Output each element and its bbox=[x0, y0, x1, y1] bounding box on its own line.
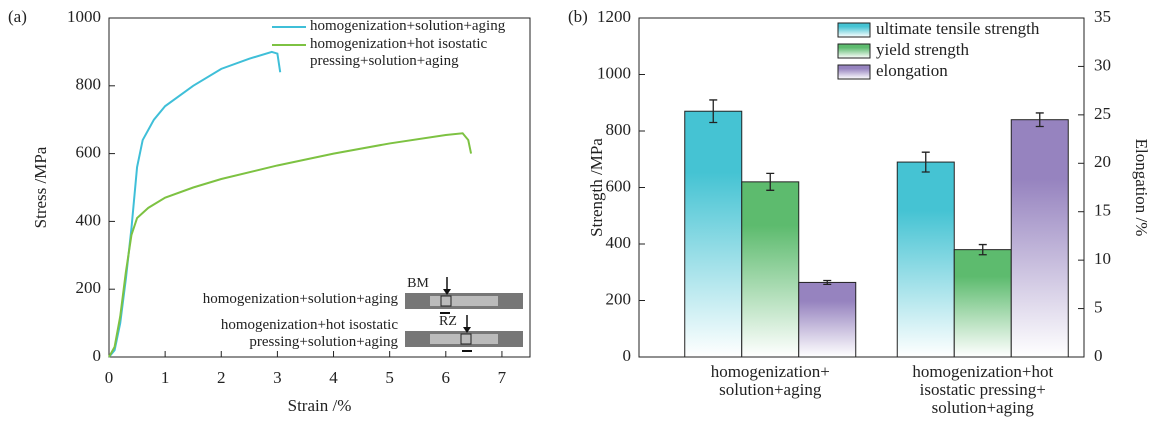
panel-label: (a) bbox=[8, 7, 27, 26]
arrow-head bbox=[443, 289, 451, 295]
y2-tick-label: 20 bbox=[1094, 152, 1111, 171]
error-bar bbox=[978, 243, 987, 256]
y-tick-label: 1000 bbox=[67, 7, 101, 26]
marker-label: BM bbox=[407, 276, 429, 291]
y2-tick-label: 0 bbox=[1094, 346, 1103, 365]
y-tick-label: 200 bbox=[606, 289, 632, 308]
x-tick-label: 2 bbox=[217, 368, 226, 387]
y-tick-label: 1000 bbox=[597, 63, 631, 82]
arrow-head bbox=[463, 327, 471, 333]
y-tick-label: 800 bbox=[606, 120, 632, 139]
y-tick-label: 600 bbox=[606, 176, 632, 195]
y-tick-label: 0 bbox=[623, 346, 632, 365]
legend-swatch bbox=[837, 43, 871, 59]
inset-label: homogenization+solution+aging bbox=[202, 291, 398, 307]
y-tick-label: 400 bbox=[76, 210, 102, 229]
legend-label: ultimate tensile strength bbox=[876, 19, 1040, 38]
y2-axis-label: Elongation /% bbox=[1132, 139, 1151, 237]
y2-tick-label: 30 bbox=[1094, 55, 1111, 74]
legend-label: elongation bbox=[876, 61, 948, 80]
bar bbox=[741, 181, 800, 358]
specimen-gauge bbox=[430, 334, 498, 344]
legend-label: homogenization+solution+aging bbox=[310, 18, 506, 34]
legend-label: homogenization+hot isostatic pressing+so… bbox=[310, 36, 488, 69]
x-tick-label: 7 bbox=[498, 368, 507, 387]
y2-tick-label: 25 bbox=[1094, 104, 1111, 123]
y-tick-label: 400 bbox=[606, 233, 632, 252]
y2-tick-label: 5 bbox=[1094, 297, 1103, 316]
bar bbox=[798, 281, 857, 358]
x-tick-label: 3 bbox=[273, 368, 282, 387]
y-axis-label: Strength /MPa bbox=[587, 138, 606, 237]
legend-label: yield strength bbox=[876, 40, 970, 59]
bar bbox=[1010, 119, 1069, 358]
x-axis-label: Strain /% bbox=[288, 396, 352, 415]
y-tick-label: 600 bbox=[76, 143, 102, 162]
marker-label: RZ bbox=[439, 314, 457, 329]
y2-tick-label: 35 bbox=[1094, 7, 1111, 26]
y-tick-label: 0 bbox=[93, 346, 102, 365]
error-bar bbox=[709, 99, 718, 124]
panel-label: (b) bbox=[568, 7, 588, 26]
curve bbox=[108, 50, 282, 358]
y2-tick-label: 15 bbox=[1094, 201, 1111, 220]
specimen-gauge bbox=[430, 296, 498, 306]
x-tick-label: 1 bbox=[161, 368, 170, 387]
x-tick-label: 6 bbox=[442, 368, 451, 387]
specimen-inset bbox=[405, 277, 523, 352]
bar bbox=[684, 110, 743, 358]
error-bar bbox=[921, 151, 930, 173]
zone-box bbox=[440, 295, 452, 307]
plot-frame bbox=[108, 17, 531, 358]
y-tick-label: 800 bbox=[76, 75, 102, 94]
legend-swatch bbox=[837, 64, 871, 80]
bar bbox=[953, 249, 1012, 358]
y2-tick-label: 10 bbox=[1094, 249, 1111, 268]
error-bar bbox=[766, 172, 775, 191]
y-tick-label: 1200 bbox=[597, 7, 631, 26]
x-tick-label: 4 bbox=[329, 368, 338, 387]
error-bar bbox=[823, 279, 832, 286]
y-tick-label: 200 bbox=[76, 278, 102, 297]
error-bar bbox=[1035, 112, 1044, 128]
x-tick-label: homogenization+ solution+aging bbox=[710, 362, 830, 399]
y-axis-label: Stress /MPa bbox=[31, 146, 50, 228]
x-tick-label: 5 bbox=[385, 368, 394, 387]
legend-swatch bbox=[837, 22, 871, 38]
x-tick-label: 0 bbox=[105, 368, 114, 387]
plot-frame bbox=[638, 17, 1085, 358]
zone-box bbox=[460, 333, 472, 345]
curve bbox=[108, 132, 473, 358]
bar bbox=[896, 161, 955, 358]
inset-label: homogenization+hot isostatic pressing+so… bbox=[220, 317, 398, 350]
x-tick-label: homogenization+hot isostatic pressing+ s… bbox=[912, 362, 1054, 417]
